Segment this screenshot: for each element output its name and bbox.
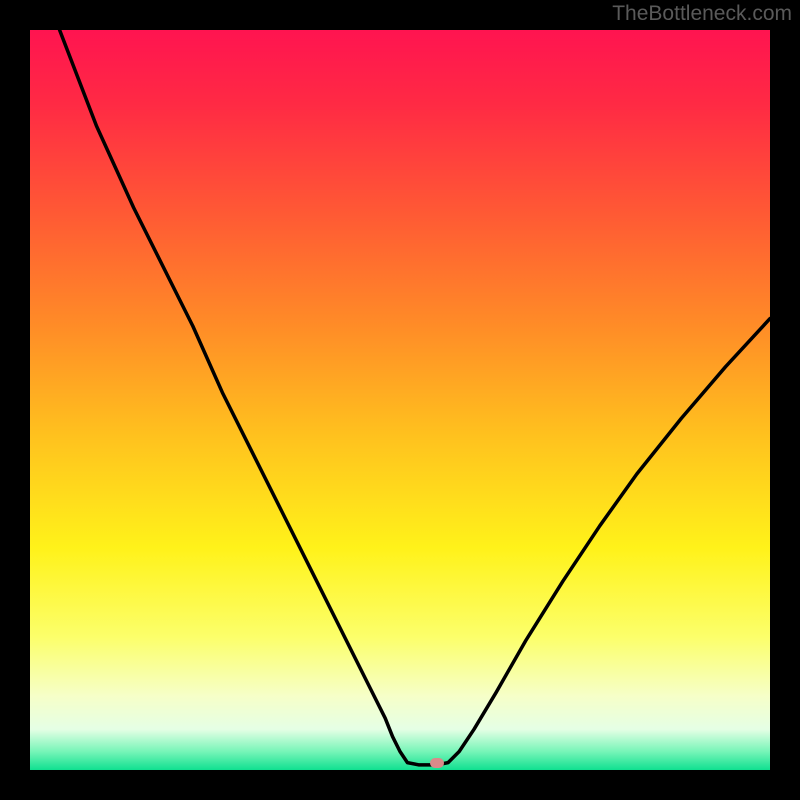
bottleneck-curve — [60, 30, 770, 765]
watermark-text: TheBottleneck.com — [612, 2, 792, 26]
plot-area — [30, 30, 770, 770]
curve-layer — [30, 30, 770, 770]
optimal-point-marker — [430, 758, 444, 768]
